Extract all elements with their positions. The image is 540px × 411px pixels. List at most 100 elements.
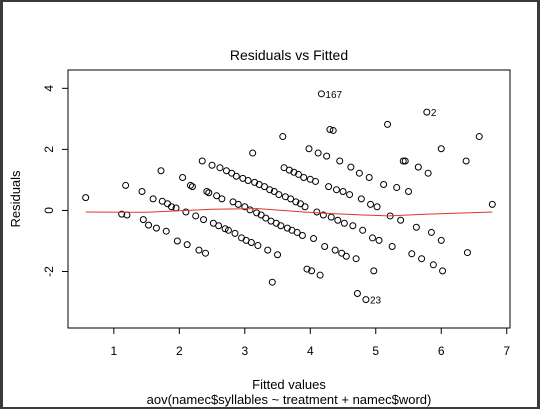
data-point (202, 249, 210, 257)
chart-title: Residuals vs Fitted (230, 47, 348, 63)
data-point (173, 237, 181, 245)
data-point (231, 229, 239, 237)
data-point (152, 224, 160, 232)
data-point (122, 181, 130, 189)
data-point (384, 120, 392, 128)
data-point (275, 191, 283, 199)
data-point (298, 231, 306, 239)
x-tick-label: 5 (372, 344, 379, 358)
data-point (218, 195, 226, 203)
point-label: 167 (325, 90, 342, 101)
data-point (279, 133, 287, 141)
data-point (340, 219, 348, 227)
x-tick-label: 1 (110, 344, 117, 358)
data-point (139, 216, 147, 224)
data-point (241, 203, 249, 211)
data-point (331, 246, 339, 254)
point-label: 23 (370, 296, 382, 307)
data-point (157, 167, 165, 175)
data-point (221, 225, 229, 233)
data-point (427, 228, 435, 236)
data-point (399, 157, 407, 165)
data-point (424, 169, 432, 177)
data-point (213, 192, 221, 200)
data-point (462, 157, 470, 165)
data-point (249, 149, 257, 157)
data-point (82, 194, 90, 202)
data-point (310, 235, 318, 243)
data-point (316, 271, 324, 279)
data-point (437, 145, 445, 153)
data-point (234, 200, 242, 208)
data-point (268, 278, 276, 286)
data-point (205, 189, 213, 197)
data-point (262, 214, 270, 222)
data-point (164, 200, 172, 208)
y-axis-label: Residuals (8, 170, 23, 228)
data-point (216, 164, 224, 172)
data-point (347, 163, 355, 171)
data-point (353, 289, 361, 297)
data-point (208, 161, 216, 169)
data-point (393, 184, 401, 192)
data-point (182, 208, 190, 216)
data-point (319, 211, 327, 219)
data-point (375, 236, 383, 244)
data-point (195, 246, 203, 254)
data-point (183, 241, 191, 249)
data-point (264, 246, 272, 254)
point-annotations: 167 2 23 (325, 90, 436, 307)
data-point (368, 234, 376, 242)
data-point (332, 186, 340, 194)
data-point (355, 169, 363, 177)
data-point (418, 255, 426, 263)
data-point (244, 177, 252, 185)
y-axis: -2 0 2 4 (42, 85, 69, 277)
data-point (323, 152, 331, 160)
data-point (118, 210, 126, 218)
data-point (167, 203, 175, 211)
data-point (325, 183, 333, 191)
data-point (277, 222, 285, 230)
data-point (274, 251, 282, 259)
data-point (437, 236, 445, 244)
data-point (293, 228, 301, 236)
y-tick-label: -2 (42, 266, 56, 277)
data-point (370, 267, 378, 275)
data-point (192, 212, 200, 220)
data-point (342, 252, 350, 260)
data-point (334, 216, 342, 224)
data-point (313, 208, 321, 216)
data-point (349, 222, 357, 230)
data-point (380, 180, 388, 188)
data-point (408, 250, 416, 258)
data-point (439, 267, 447, 275)
data-point (388, 242, 396, 250)
data-point (367, 200, 375, 208)
data-point (326, 126, 334, 134)
data-point (329, 126, 337, 134)
data-point (254, 242, 262, 250)
x-tick-label: 4 (307, 344, 314, 358)
data-point (215, 222, 223, 230)
x-tick-label: 7 (503, 344, 510, 358)
smooth-line (85, 208, 493, 217)
data-point (294, 170, 302, 178)
y-tick-label: 4 (42, 85, 56, 92)
point-label: 2 (431, 108, 437, 119)
data-point (488, 200, 496, 208)
data-point (423, 108, 431, 116)
data-point (365, 173, 373, 181)
data-point (463, 249, 471, 257)
data-point (312, 177, 320, 185)
x-axis-label: Fitted values (252, 377, 326, 392)
data-point (246, 206, 254, 214)
data-point (300, 173, 308, 181)
data-point (179, 173, 187, 181)
data-point (162, 227, 170, 235)
data-point (198, 157, 206, 165)
data-point (359, 226, 367, 234)
data-point (247, 239, 255, 247)
